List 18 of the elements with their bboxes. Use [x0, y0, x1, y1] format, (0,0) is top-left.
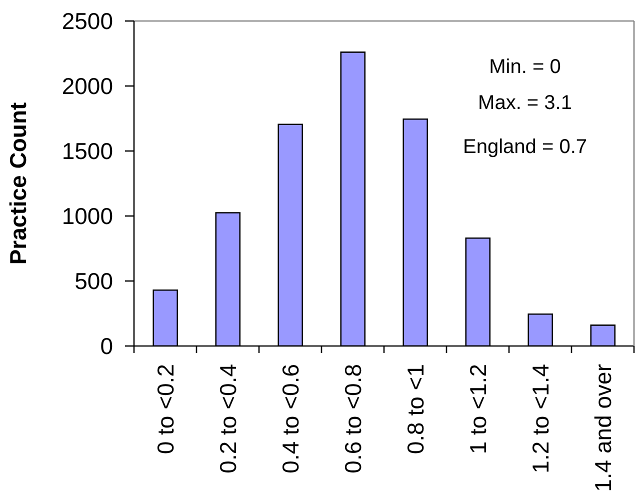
y-axis-title: Practice Count [5, 102, 31, 265]
x-tick-label: 0.8 to <1 [402, 364, 428, 454]
x-tick-label: 0.6 to <0.8 [340, 364, 366, 474]
y-tick-label: 2500 [62, 8, 113, 34]
y-tick-label: 0 [100, 333, 113, 360]
y-tick-label: 500 [74, 268, 113, 294]
annotation: Max. = 3.1 [477, 91, 573, 115]
x-tick-label: 1.2 to <1.4 [527, 364, 554, 474]
x-tick-label: 1 to <1.2 [464, 364, 491, 454]
x-tick-label: 0.2 to <0.4 [214, 364, 241, 474]
y-tick-label: 2000 [62, 73, 113, 100]
y-tick-label: 1000 [62, 203, 113, 230]
y-tick-label: 1500 [62, 138, 113, 164]
annotation: Min. = 0 [488, 55, 562, 79]
x-tick-label: 0 to <0.2 [152, 364, 178, 454]
x-tick-label: 0.4 to <0.6 [277, 364, 304, 474]
annotation: England = 0.7 [462, 135, 588, 159]
x-tick-label: 1.4 and over [590, 364, 616, 492]
